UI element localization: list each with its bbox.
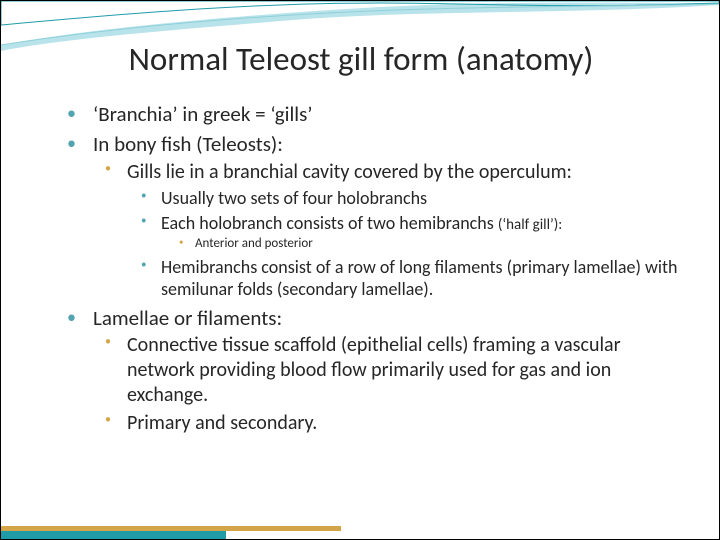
bullet-text: Lamellae or filaments: <box>93 305 282 331</box>
bullet-lvl3: Usually two sets of four holobranchs <box>135 187 679 210</box>
bullet-lvl3: Hemibranchs consist of a row of long fil… <box>135 256 679 301</box>
bullet-lvl1: ‘Branchia’ in greek = ‘gills’ <box>63 101 679 127</box>
bullet-lvl2: Primary and secondary. <box>99 411 679 436</box>
bullet-text: Anterior and posterior <box>195 236 313 251</box>
bullet-text: Gills lie in a branchial cavity covered … <box>127 160 572 184</box>
bottom-decoration <box>1 521 719 539</box>
bullet-text: Hemibranchs consist of a row of long fil… <box>161 256 677 301</box>
bullet-lvl2: Gills lie in a branchial cavity covered … <box>99 160 679 301</box>
teal-bar <box>1 531 226 539</box>
bullet-lvl1: In bony fish (Teleosts): Gills lie in a … <box>63 131 679 300</box>
bullet-text: ‘Branchia’ in greek = ‘gills’ <box>93 101 313 127</box>
bullet-text-small: (‘half gill’): <box>498 216 562 234</box>
bullet-text: In bony fish (Teleosts): <box>93 131 283 157</box>
bullet-lvl2: Connective tissue scaffold (epithelial c… <box>99 333 679 408</box>
bullet-lvl3: Each holobranch consists of two hemibran… <box>135 212 679 253</box>
bullet-lvl1: Lamellae or filaments: Connective tissue… <box>63 305 679 436</box>
slide-content: Normal Teleost gill form (anatomy) ‘Bran… <box>1 39 719 440</box>
bullet-text: Usually two sets of four holobranchs <box>161 187 427 209</box>
bullet-text: Primary and secondary. <box>127 411 317 435</box>
bullet-text: Each holobranch consists of two hemibran… <box>161 212 562 234</box>
bullet-text: Connective tissue scaffold (epithelial c… <box>127 333 621 407</box>
slide-title: Normal Teleost gill form (anatomy) <box>43 39 679 79</box>
bullet-lvl4: Anterior and posterior <box>173 236 679 253</box>
bullet-list: ‘Branchia’ in greek = ‘gills’ In bony fi… <box>63 101 679 436</box>
